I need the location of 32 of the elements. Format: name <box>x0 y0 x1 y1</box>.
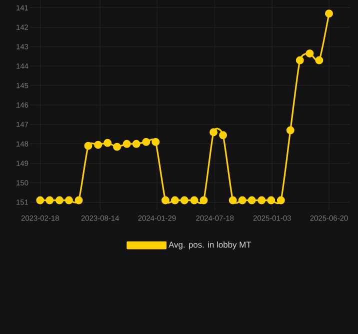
point <box>306 49 314 58</box>
legend-label: Avg. pos. in lobby MT <box>168 241 252 250</box>
point <box>132 140 140 148</box>
point <box>258 196 266 204</box>
point <box>276 196 285 204</box>
point <box>210 128 218 136</box>
point <box>122 140 131 148</box>
point <box>74 196 83 204</box>
point <box>161 196 170 204</box>
point <box>180 196 188 204</box>
point <box>325 10 333 18</box>
point <box>296 56 304 64</box>
point <box>36 196 44 204</box>
point <box>267 196 276 204</box>
point <box>94 140 102 149</box>
point <box>200 196 208 204</box>
point <box>170 196 179 204</box>
point <box>104 138 112 147</box>
point <box>64 196 73 204</box>
point <box>219 131 228 140</box>
point <box>113 142 122 151</box>
point <box>315 56 324 64</box>
point <box>238 196 246 204</box>
point <box>248 196 256 204</box>
point <box>142 138 150 146</box>
point <box>55 196 64 204</box>
point <box>286 126 294 134</box>
point <box>152 138 160 146</box>
point <box>46 196 54 204</box>
point <box>228 196 237 204</box>
point <box>84 142 92 150</box>
point <box>190 196 198 204</box>
